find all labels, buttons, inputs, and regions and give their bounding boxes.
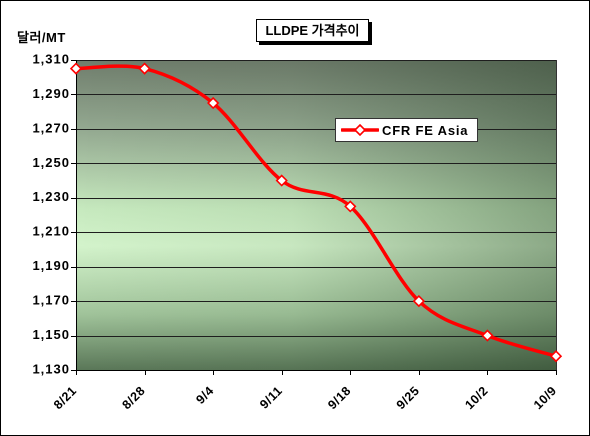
legend-marker-sample [353,124,367,136]
series-line [74,64,558,358]
data-point-marker [549,350,563,363]
legend: CFR FE Asia [335,118,478,142]
y-tick-label: 1,290 [32,86,70,101]
data-point-marker [207,96,220,110]
plot-area-shade [76,60,556,370]
axes [76,60,557,371]
series-group [69,62,563,363]
y-tick-label: 1,250 [32,155,70,170]
data-point-marker [344,200,357,213]
y-tick-label: 1,190 [32,258,70,273]
y-tick-label: 1,150 [32,327,70,342]
gridlines [76,60,556,371]
data-point-marker [138,62,151,75]
y-tick-label: 1,210 [32,224,70,239]
y-tick-label: 1,270 [32,120,70,135]
y-tick-label: 1,170 [32,293,70,308]
y-tick-label: 1,130 [32,361,70,376]
y-axis-ticks: 1,130 1,150 1,170 1,190 1,210 1,230 1,250 1,270… [32,51,76,376]
chart-title: LLDPE 가격추이 [256,19,369,42]
legend-label: CFR FE Asia [382,122,469,138]
data-point-marker [69,62,83,75]
data-point-marker [481,329,494,342]
legend-swatch [341,124,379,136]
chart-title-text: LLDPE 가격추이 [265,23,360,38]
data-point-marker [275,174,288,187]
y-axis-title: 달러/MT [17,30,66,45]
data-point-marker [412,294,425,308]
y-tick-label: 1,310 [32,51,70,66]
y-tick-label: 1,230 [32,189,70,204]
